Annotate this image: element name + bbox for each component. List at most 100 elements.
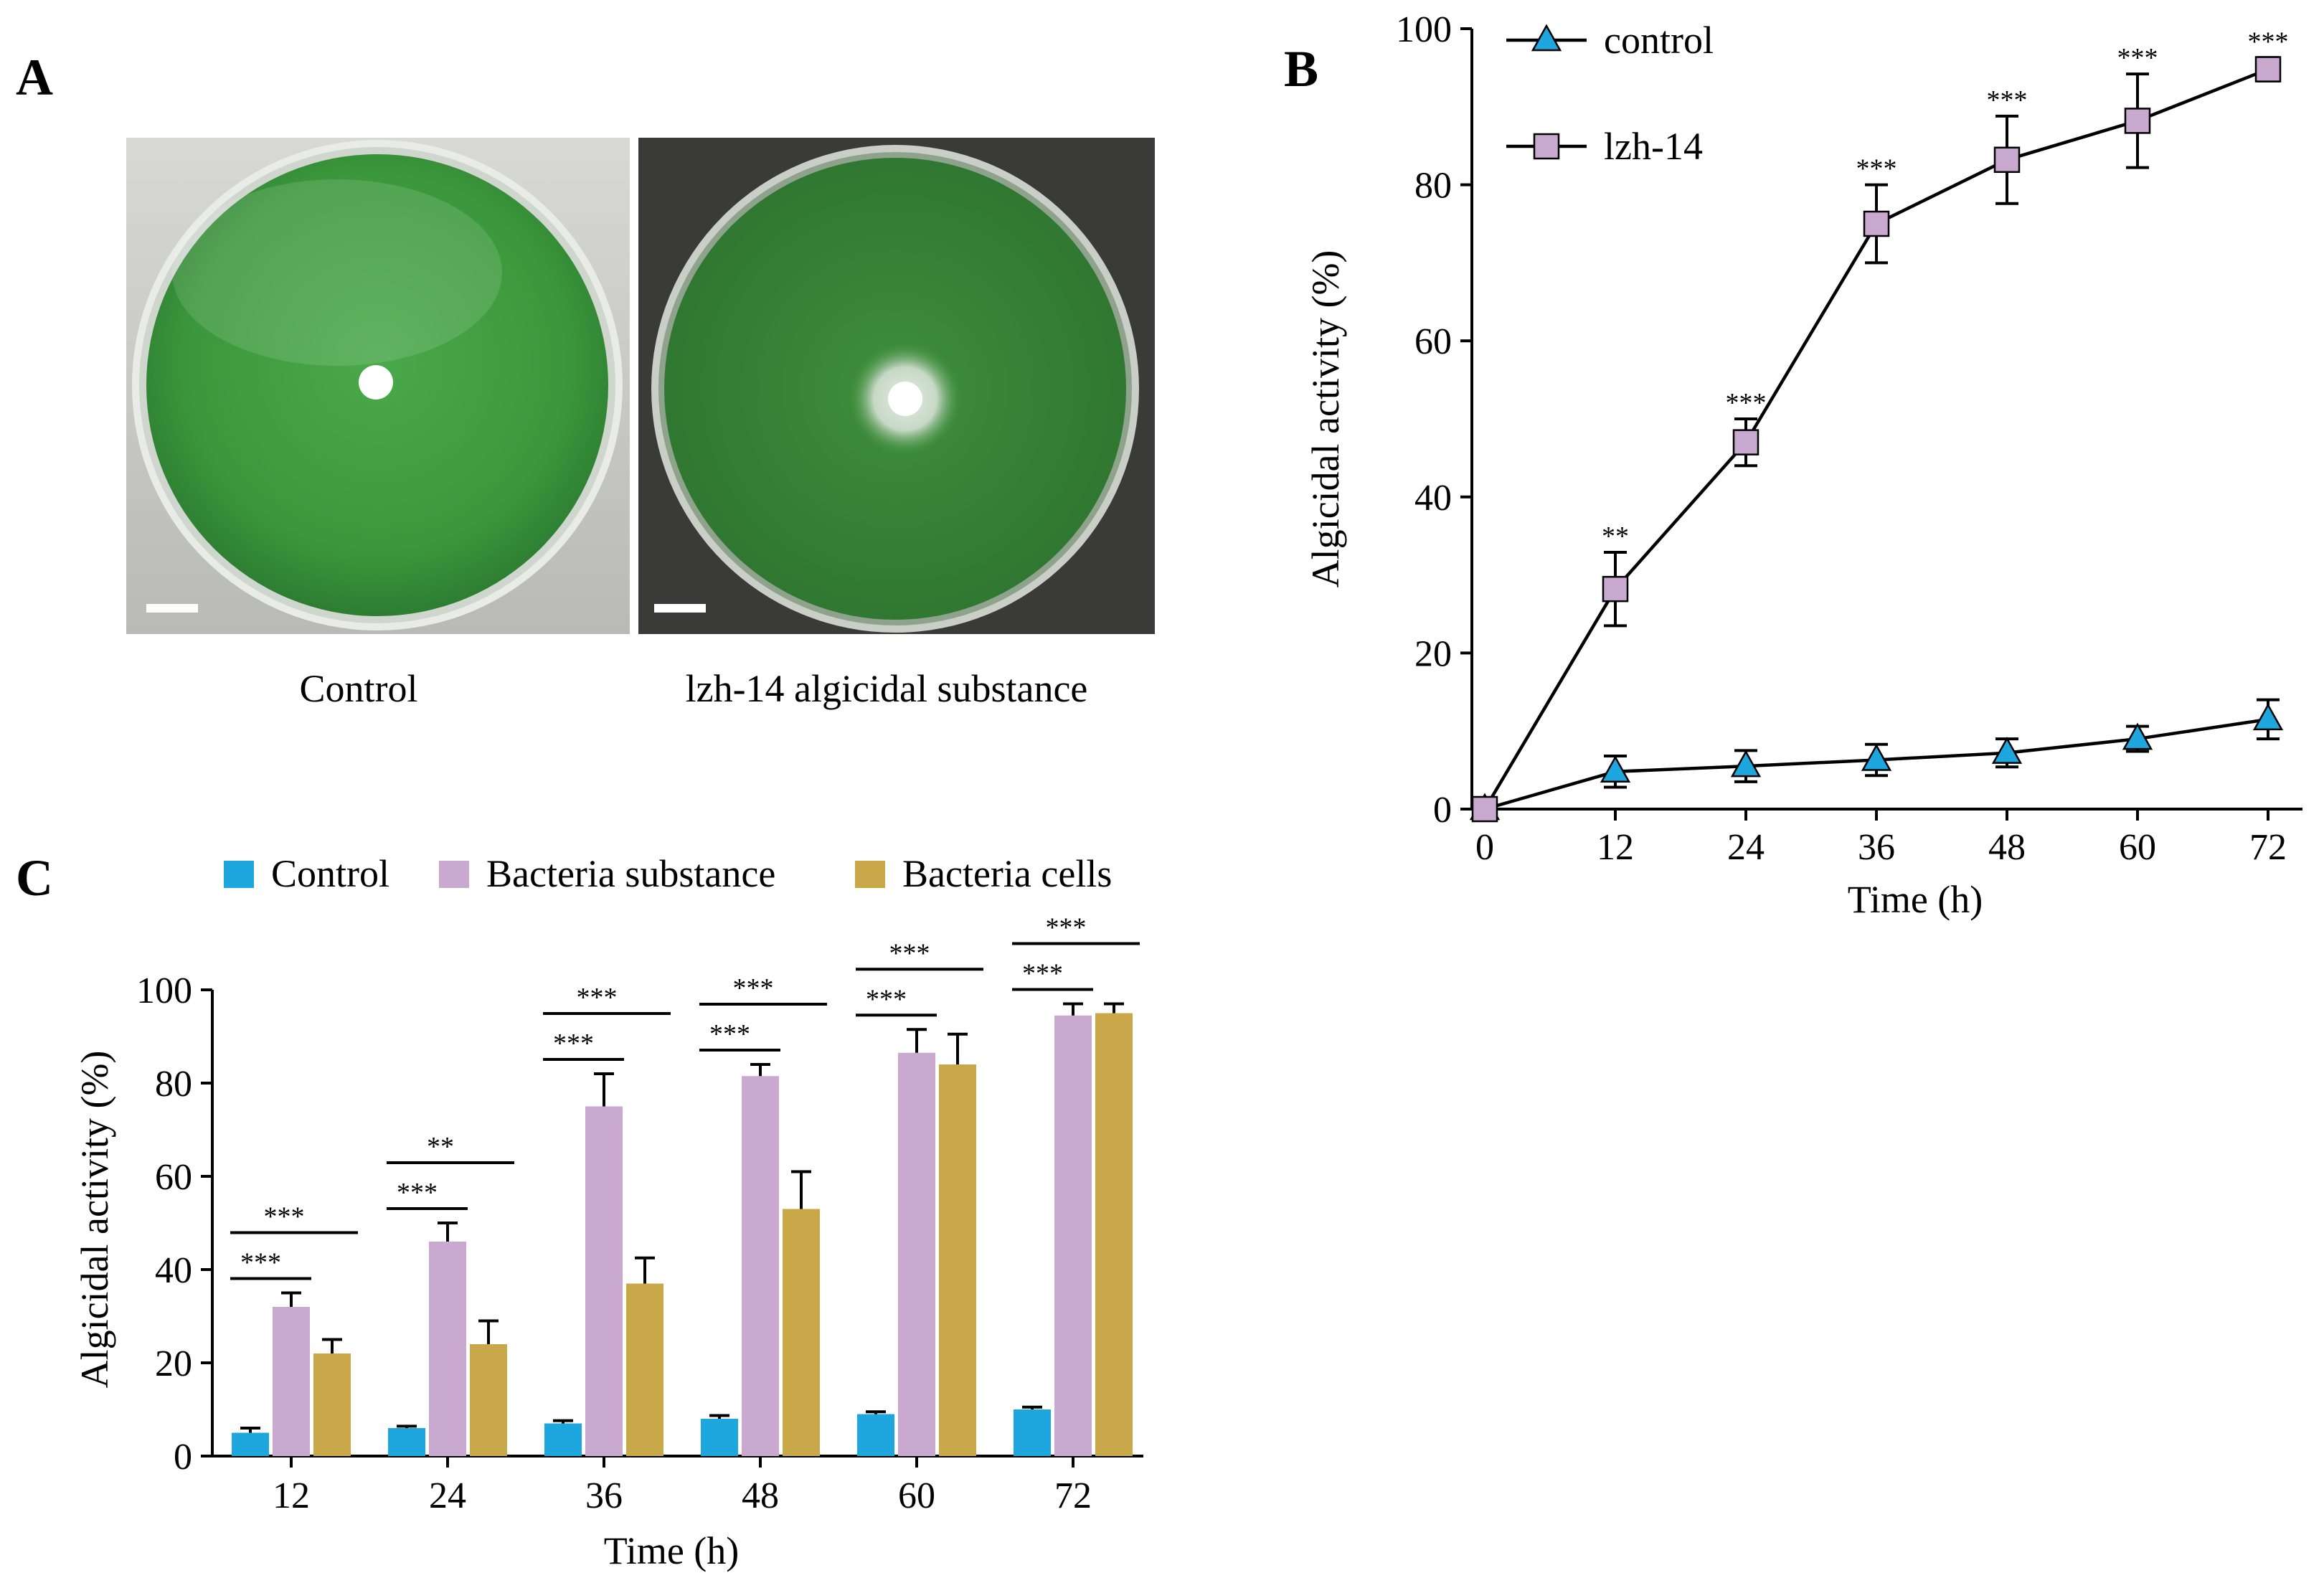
bar-control: [701, 1419, 738, 1456]
legend-label: Control: [271, 852, 389, 895]
legend-marker: [1531, 24, 1562, 52]
x-tick-label: 24: [429, 1475, 466, 1516]
y-tick-label: 60: [155, 1157, 192, 1198]
significance-label: ***: [2117, 43, 2158, 73]
panel-a-letter: A: [16, 49, 53, 106]
x-tick-label: 48: [742, 1475, 779, 1516]
bar-bacteria-substance: [742, 1076, 779, 1456]
data-point-square: [1732, 429, 1759, 455]
data-point-triangle: [1991, 737, 2023, 764]
panel-c-letter: C: [16, 849, 53, 907]
bar-control: [857, 1414, 894, 1456]
y-tick-label: 80: [1414, 166, 1452, 207]
paper-disc: [359, 365, 393, 400]
significance-label: **: [1602, 521, 1629, 552]
x-tick-label: 12: [273, 1475, 310, 1516]
legend-swatch: [439, 861, 469, 888]
legend-label: Bacteria cells: [902, 852, 1112, 895]
y-tick-label: 0: [174, 1437, 192, 1478]
legend-label: control: [1604, 19, 1714, 62]
x-tick-label: 24: [1727, 827, 1765, 868]
significance-label: ***: [2248, 27, 2289, 57]
x-tick-label: 0: [1475, 827, 1494, 868]
data-point-square: [1471, 795, 1498, 823]
x-tick-label: 60: [2119, 827, 2156, 868]
significance-label: ***: [1022, 959, 1063, 989]
bar-bacteria-substance: [273, 1307, 310, 1456]
x-tick-label: 72: [2249, 827, 2287, 868]
significance-label: ***: [577, 983, 618, 1013]
y-tick-label: 20: [155, 1343, 192, 1384]
significance-label: ***: [264, 1202, 305, 1232]
bar-bacteria-cells: [470, 1344, 507, 1456]
legend-label: Bacteria substance: [486, 852, 775, 895]
bar-control: [388, 1428, 425, 1456]
legend-swatch: [224, 861, 254, 888]
significance-label: ***: [553, 1029, 594, 1059]
y-tick-label: 20: [1414, 633, 1452, 674]
data-point-triangle: [2252, 703, 2284, 731]
x-axis-title: Time (h): [604, 1529, 740, 1572]
data-point-triangle: [1861, 743, 1892, 771]
y-tick-label: 100: [1396, 9, 1452, 50]
bar-bacteria-cells: [939, 1064, 976, 1456]
y-tick-label: 40: [1414, 478, 1452, 519]
data-point-triangle: [1730, 750, 1762, 778]
y-axis-title: Algicidal activity (%): [73, 1051, 116, 1389]
x-tick-label: 12: [1597, 827, 1634, 868]
y-tick-label: 0: [1433, 790, 1452, 831]
plate-photo-lzh14: [638, 138, 1155, 634]
scale-bar: [654, 604, 706, 613]
significance-label: ***: [240, 1248, 281, 1278]
bar-control: [1014, 1409, 1051, 1456]
data-point-square: [1863, 210, 1890, 237]
bar-bacteria-substance: [1054, 1015, 1092, 1456]
panel-b-letter: B: [1284, 40, 1318, 98]
x-tick-label: 36: [585, 1475, 623, 1516]
significance-label: ***: [397, 1178, 438, 1208]
scale-bar: [146, 604, 198, 613]
significance-label: ***: [709, 1019, 750, 1049]
legend-label: lzh-14: [1604, 125, 1703, 168]
y-tick-label: 100: [136, 970, 192, 1011]
bar-bacteria-cells: [313, 1353, 351, 1456]
legend-swatch: [855, 861, 885, 888]
x-axis-title: Time (h): [1848, 878, 1983, 921]
bar-control: [544, 1423, 582, 1456]
bar-control: [232, 1432, 269, 1456]
caption-lzh14: lzh-14 algicidal substance: [686, 667, 1088, 710]
significance-label: ***: [1726, 388, 1767, 418]
significance-label: ***: [889, 938, 930, 968]
data-point-triangle: [2122, 722, 2153, 750]
bar-bacteria-cells: [626, 1283, 663, 1456]
y-axis-title: Algicidal activity (%): [1304, 250, 1347, 588]
significance-label: ***: [1856, 154, 1897, 184]
paper-disc: [888, 382, 922, 416]
bar-bacteria-cells: [783, 1209, 820, 1456]
bar-bacteria-substance: [429, 1242, 466, 1456]
y-tick-label: 80: [155, 1064, 192, 1105]
bar-chart: 0 20 40 60 80 100 12 24 36 48 60 72 Time (h) Algicida…: [73, 852, 1143, 1572]
x-tick-label: 60: [898, 1475, 935, 1516]
significance-label: **: [427, 1132, 454, 1162]
data-point-square: [2254, 56, 2282, 82]
bar-bacteria-substance: [585, 1106, 623, 1456]
bar-bacteria-substance: [898, 1052, 935, 1456]
y-tick-label: 60: [1414, 321, 1452, 362]
bar-bacteria-cells: [1095, 1013, 1133, 1456]
caption-control: Control: [299, 667, 417, 710]
x-tick-label: 72: [1054, 1475, 1092, 1516]
significance-label: ***: [1046, 913, 1087, 943]
data-point-square: [1993, 146, 2021, 174]
data-point-square: [1602, 575, 1629, 603]
line-chart: 0 20 40 60 80 100 0 12 24 36 48 60 72 Time (h) Algicid…: [1304, 9, 2302, 921]
data-point-square: [2124, 108, 2151, 134]
significance-label: ***: [733, 973, 774, 1003]
x-tick-label: 48: [1988, 827, 2026, 868]
significance-label: ***: [866, 984, 907, 1014]
y-tick-label: 40: [155, 1250, 192, 1291]
x-tick-label: 36: [1858, 827, 1895, 868]
plate-photo-control: [126, 138, 630, 634]
significance-label: ***: [1987, 85, 2028, 115]
